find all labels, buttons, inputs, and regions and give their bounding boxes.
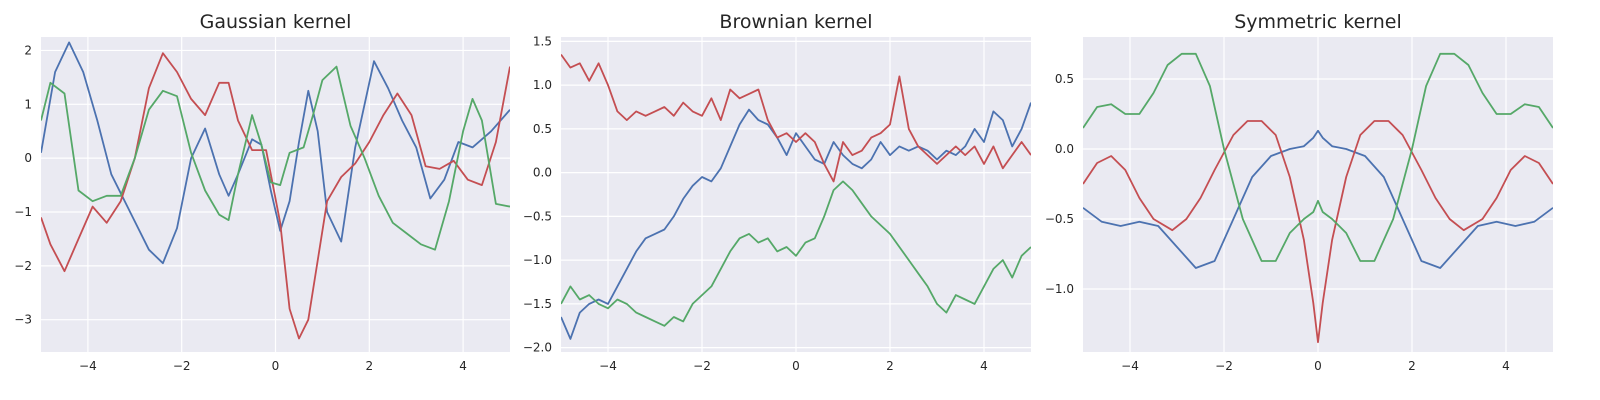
series-line-1 [561, 102, 1031, 340]
chart-title: Symmetric kernel [1234, 11, 1402, 33]
x-tick-label: 0 [792, 359, 800, 373]
series-lines [561, 53, 1031, 340]
x-tick-label: 4 [459, 359, 467, 373]
y-tick-label: 1.0 [533, 78, 552, 92]
series-line-1 [41, 41, 510, 265]
x-tick-label: −2 [693, 359, 711, 373]
y-tick-labels: 2 1 0 −1 −2 −3 [14, 43, 32, 326]
series-line-3 [561, 180, 1031, 327]
series-line-2 [1083, 120, 1553, 344]
y-tick-label: 0 [24, 151, 32, 165]
x-tick-label: −2 [1215, 359, 1233, 373]
series-line-1 [1083, 129, 1553, 269]
panel-gaussian-kernel: −4 −2 0 2 4 2 1 0 −1 −2 −3 Gaussian kernel [14, 11, 510, 373]
series-line-2 [41, 52, 510, 340]
y-tick-label: −1.0 [523, 253, 552, 267]
y-tick-label: 2 [24, 43, 32, 57]
x-tick-label: 4 [1502, 359, 1510, 373]
x-tick-label: −4 [599, 359, 617, 373]
x-tick-label: 0 [272, 359, 280, 373]
y-tick-labels: 1.5 1.0 0.5 0.0 −0.5 −1.0 −1.5 −2.0 [523, 34, 552, 354]
y-tick-label: −2 [14, 259, 32, 273]
y-tick-label: −0.5 [523, 209, 552, 223]
y-tick-label: −1.0 [1045, 282, 1074, 296]
x-tick-label: 2 [365, 359, 373, 373]
x-tick-label: 2 [1408, 359, 1416, 373]
grid [561, 37, 1031, 352]
panel-brownian-kernel: −4 −2 0 2 4 1.5 1.0 0.5 0.0 −0.5 −1.0 −1.5 −2.0 Bro… [523, 11, 1031, 373]
chart-title: Gaussian kernel [200, 11, 352, 33]
x-tick-label: 0 [1314, 359, 1322, 373]
series-line-3 [41, 65, 510, 251]
series-lines [41, 41, 510, 340]
y-tick-label: 0.5 [1055, 72, 1074, 86]
y-tick-label: 1 [24, 97, 32, 111]
x-tick-labels: −4 −2 0 2 4 [1121, 359, 1510, 373]
y-tick-label: 0.5 [533, 122, 552, 136]
x-tick-label: 4 [980, 359, 988, 373]
panel-symmetric-kernel: −4 −2 0 2 4 0.5 0.0 −0.5 −1.0 Symmetric kernel [1045, 11, 1553, 373]
x-tick-label: 2 [886, 359, 894, 373]
y-tick-label: −1 [14, 205, 32, 219]
y-tick-label: −0.5 [1045, 212, 1074, 226]
y-tick-label: −1.5 [523, 297, 552, 311]
series-line-3 [1083, 52, 1553, 262]
chart-title: Brownian kernel [719, 11, 872, 33]
y-tick-label: 0.0 [533, 166, 552, 180]
x-tick-label: −2 [173, 359, 191, 373]
series-lines [1083, 52, 1553, 344]
x-tick-label: −4 [1121, 359, 1139, 373]
y-tick-label: 1.5 [533, 34, 552, 48]
y-tick-label: −3 [14, 313, 32, 327]
y-tick-label: −2.0 [523, 341, 552, 355]
series-line-2 [561, 53, 1031, 183]
y-tick-label: 0.0 [1055, 142, 1074, 156]
x-tick-labels: −4 −2 0 2 4 [79, 359, 467, 373]
x-tick-labels: −4 −2 0 2 4 [599, 359, 988, 373]
x-tick-label: −4 [79, 359, 97, 373]
y-tick-labels: 0.5 0.0 −0.5 −1.0 [1045, 72, 1074, 296]
